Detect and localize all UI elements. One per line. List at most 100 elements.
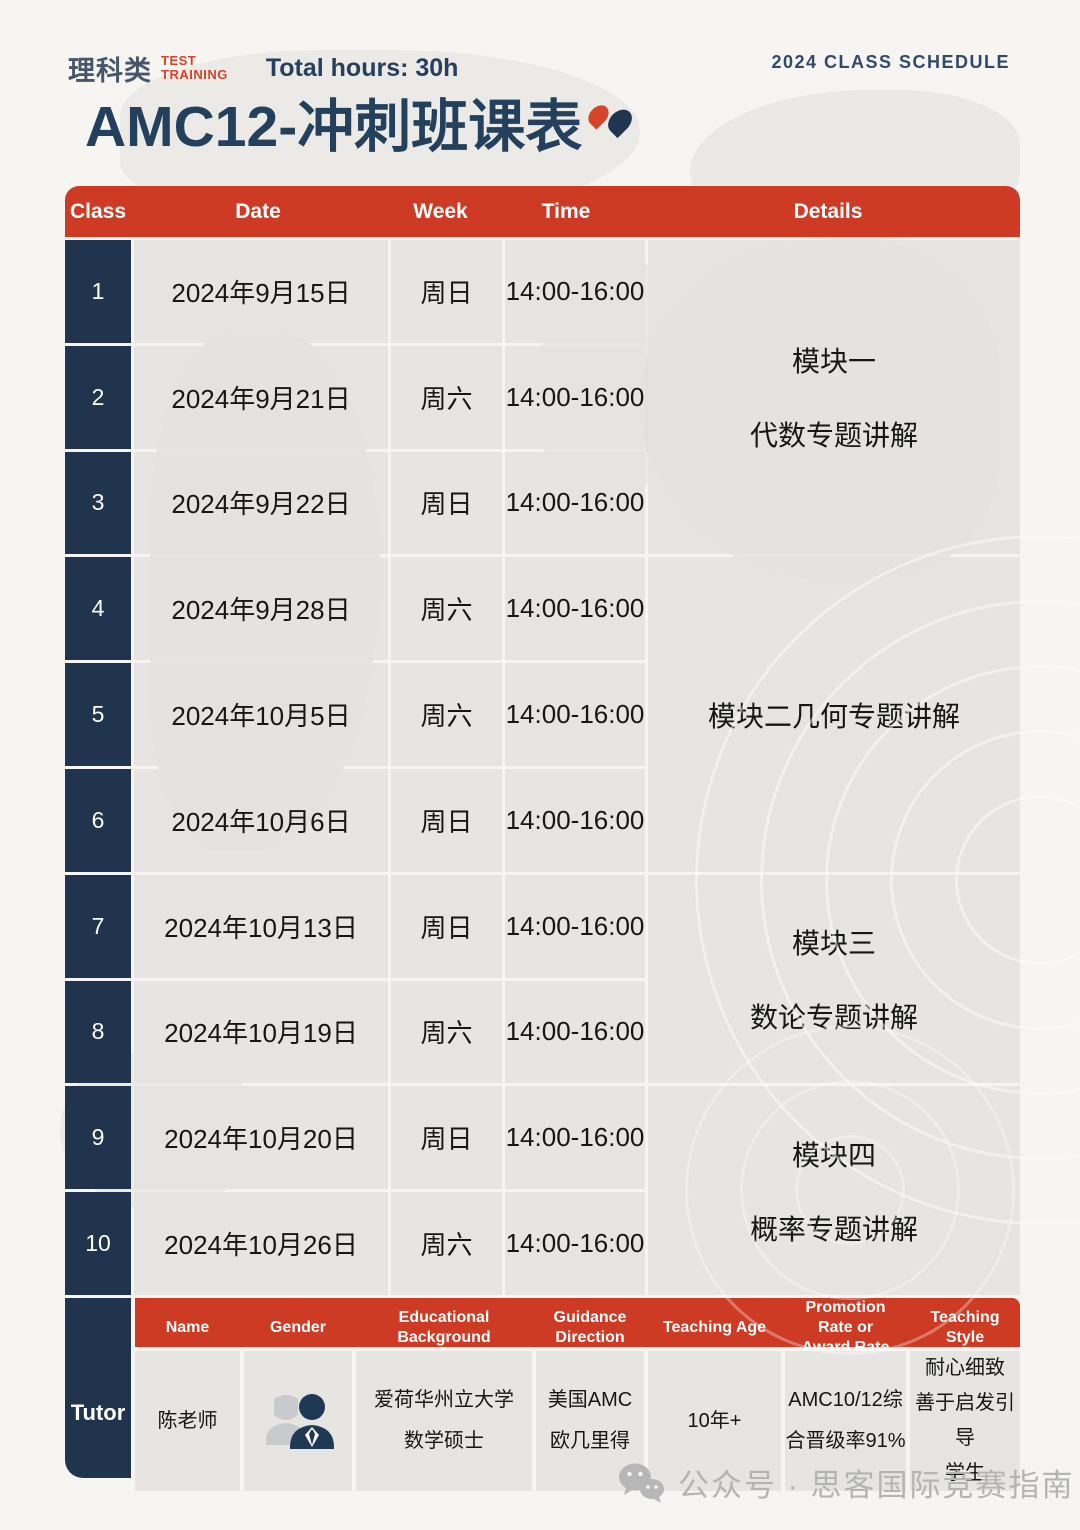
details-module-3: 模块三 数论专题讲解	[648, 874, 1020, 1084]
teaching-age: 10年+	[687, 1409, 742, 1432]
header-teaching-style: Teaching Style	[930, 1309, 1000, 1346]
week-cell: 周日	[391, 451, 502, 555]
person-silhouettes-icon	[266, 1394, 334, 1449]
time-cell: 14:00-16:00	[505, 240, 645, 343]
tutor-guidance-cell: 美国AMC 欧几里得	[536, 1351, 644, 1491]
class-number: 4	[65, 557, 131, 661]
promotion-line1: AMC10/12综	[788, 1389, 903, 1411]
module-title: 模块一	[791, 346, 876, 378]
style-line2: 善于启发引导	[915, 1392, 1015, 1449]
details-module-4: 模块四 概率专题讲解	[648, 1086, 1020, 1295]
tutor-body-row: 陈老师 爱荷华州立大学	[135, 1351, 1020, 1491]
brand-logo-cn: 理科类	[68, 55, 152, 86]
class-number: 9	[65, 1086, 131, 1190]
class-number: 8	[65, 980, 131, 1084]
tutor-row-label: Tutor	[65, 1298, 131, 1478]
header-promotion-rate: Promotion Rate or Award Rate	[801, 1299, 890, 1356]
header-gender: Gender	[269, 1319, 326, 1336]
total-hours-label: Total hours: 30h	[265, 53, 459, 82]
time-cell: 14:00-16:00	[505, 980, 645, 1084]
tutor-table: Name Gender Educational Background Guida…	[135, 1298, 1020, 1491]
page-title: AMC12-冲刺班课表	[85, 95, 583, 159]
date-cell: 2024年10月19日	[134, 980, 388, 1084]
week-cell: 周日	[391, 1086, 502, 1190]
header-week: Week	[413, 199, 468, 223]
education-line1: 爱荷华州立大学	[374, 1389, 514, 1411]
tutor-education-cell: 爱荷华州立大学 数学硕士	[356, 1351, 532, 1491]
education-line2: 数学硕士	[404, 1430, 484, 1452]
header-educational-background: Educational Background	[397, 1309, 491, 1346]
module-title: 模块二几何专题讲解	[707, 700, 960, 732]
time-cell: 14:00-16:00	[505, 1086, 645, 1190]
header-time: Time	[541, 199, 591, 223]
time-cell: 14:00-16:00	[505, 1192, 645, 1295]
brand-logo-en: TEST TRAINING	[161, 54, 228, 81]
date-cell: 2024年9月21日	[134, 345, 388, 449]
quote-marks-icon	[584, 101, 637, 139]
class-number: 6	[65, 768, 131, 872]
header-details: Details	[793, 199, 863, 223]
tutor-teaching-age-cell: 10年+	[648, 1351, 781, 1491]
module-topic: 数论专题讲解	[749, 1002, 918, 1034]
brand-logo-en-line1: TEST	[161, 53, 197, 69]
style-line1: 耐心细致	[925, 1357, 1005, 1379]
header-guidance-direction: Guidance Direction	[553, 1309, 627, 1346]
tutor-style-cell: 耐心细致 善于启发引导 学生	[910, 1351, 1020, 1491]
style-line3: 学生	[945, 1462, 985, 1484]
date-cell: 2024年10月6日	[134, 768, 388, 872]
guidance-line2: 欧几里得	[550, 1430, 630, 1452]
date-cell: 2024年10月13日	[134, 874, 388, 978]
tutor-name-cell: 陈老师	[135, 1351, 240, 1491]
week-cell: 周六	[391, 345, 502, 449]
time-cell: 14:00-16:00	[505, 768, 645, 872]
week-cell: 周六	[391, 663, 502, 766]
time-cell: 14:00-16:00	[505, 874, 645, 978]
date-cell: 2024年9月22日	[134, 451, 388, 555]
schedule-header-row: Class Date Week Time Details	[65, 186, 1020, 237]
date-cell: 2024年10月26日	[134, 1192, 388, 1295]
class-number: 1	[65, 240, 131, 343]
class-number: 5	[65, 663, 131, 766]
schedule-table: 1 2024年9月15日 周日 14:00-16:00 2 2024年9月21日…	[65, 240, 1020, 1295]
week-cell: 周日	[391, 240, 502, 343]
brand-row: 理科类 TEST TRAINING Total hours: 30h 2024 …	[68, 46, 1018, 90]
header-name: Name	[165, 1319, 210, 1336]
module-topic: 代数专题讲解	[749, 420, 918, 452]
details-module-1: 模块一 代数专题讲解	[648, 240, 1020, 555]
time-cell: 14:00-16:00	[505, 345, 645, 449]
class-number: 3	[65, 451, 131, 555]
week-cell: 周六	[391, 980, 502, 1084]
time-cell: 14:00-16:00	[505, 557, 645, 661]
date-cell: 2024年10月20日	[134, 1086, 388, 1190]
time-cell: 14:00-16:00	[505, 451, 645, 555]
week-cell: 周日	[391, 768, 502, 872]
week-cell: 周日	[391, 874, 502, 978]
class-number: 10	[65, 1192, 131, 1295]
date-cell: 2024年9月28日	[134, 557, 388, 661]
class-number: 7	[65, 874, 131, 978]
header-date: Date	[235, 199, 281, 223]
wechat-icon	[619, 1463, 664, 1503]
promotion-line2: 合晋级率91%	[785, 1430, 906, 1452]
header-teaching-age: Teaching Age	[662, 1319, 767, 1336]
tutor-header-row: Name Gender Educational Background Guida…	[135, 1298, 1020, 1356]
watermark-text: 公众号 · 思客国际竞赛指南	[678, 1468, 1075, 1503]
brand-logo-en-line2: TRAINING	[161, 67, 228, 82]
header-class: Class	[69, 199, 127, 223]
guidance-line1: 美国AMC	[547, 1389, 633, 1411]
time-cell: 14:00-16:00	[505, 663, 645, 766]
class-number: 2	[65, 345, 131, 449]
tutor-gender-cell	[244, 1351, 352, 1491]
module-title: 模块四	[791, 1139, 876, 1171]
date-cell: 2024年9月15日	[134, 240, 388, 343]
class-schedule-label: 2024 CLASS SCHEDULE	[771, 52, 1010, 72]
week-cell: 周六	[391, 1192, 502, 1295]
details-module-2: 模块二几何专题讲解	[648, 557, 1020, 872]
week-cell: 周六	[391, 557, 502, 661]
title-row: AMC12-冲刺班课表	[85, 95, 637, 159]
module-topic: 概率专题讲解	[749, 1213, 918, 1245]
module-title: 模块三	[791, 928, 876, 960]
tutor-section: Tutor Name Gender Educational Background…	[65, 1298, 1020, 1491]
watermark: 公众号 · 思客国际竞赛指南	[616, 1460, 1075, 1505]
